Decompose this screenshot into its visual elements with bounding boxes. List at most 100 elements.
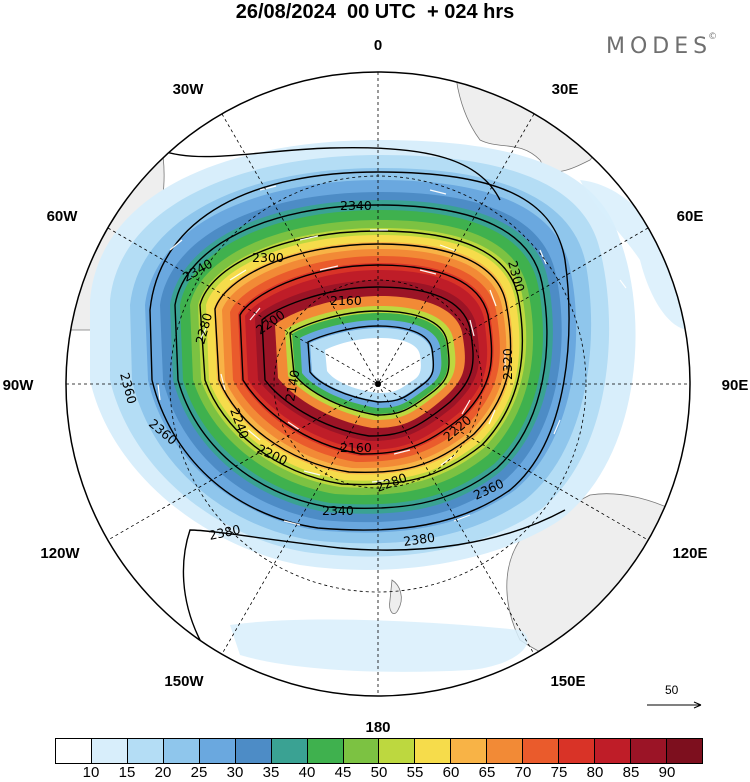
contour-label: 2380: [402, 530, 436, 549]
colorbar-label: 40: [298, 764, 316, 781]
contour-2140: [307, 325, 435, 403]
copyright-mark: ©: [708, 32, 718, 42]
wind-arrow: [619, 279, 627, 289]
wind-arrow: [169, 239, 183, 251]
longitude-labels: 0 30E 60E 90E 120E 150E 180 150W 120W 90…: [3, 37, 749, 736]
wind-arrow: [299, 235, 319, 241]
contour-label: 2340: [322, 503, 354, 518]
lon-label-60w: 60W: [47, 208, 79, 225]
colorbar-swatch: [271, 739, 308, 763]
colorbar-label: 25: [190, 764, 208, 781]
wind-arrow: [287, 421, 301, 431]
colorbar-labels: 10 15 20 25 30 35 40 45 50 55 60 65 70 75 80 85 90: [55, 764, 703, 782]
colorbar-swatch: [91, 739, 128, 763]
lon-label-150w: 150W: [164, 673, 204, 690]
lon-label-120e: 120E: [672, 545, 707, 562]
meridian-30e-150w: [221, 113, 535, 655]
colorbar-label: 30: [226, 764, 244, 781]
contour-2360: [149, 171, 570, 531]
colorbar-label: 85: [622, 764, 640, 781]
contour-2200: [261, 286, 474, 437]
contour-label: 2380: [208, 522, 242, 543]
colorbar-label: 75: [550, 764, 568, 781]
wind-arrow: [249, 307, 261, 321]
shade-patch-south: [230, 619, 528, 672]
contour-label: 2160: [340, 440, 372, 455]
reference-vector: 50: [645, 683, 707, 715]
colorbar-swatch: [56, 739, 92, 763]
colorbar-swatch: [199, 739, 236, 763]
wind-arrow: [229, 269, 247, 281]
colorbar-swatch: [127, 739, 164, 763]
contour-label: 2160: [330, 293, 362, 308]
contour-2300: [199, 230, 524, 486]
wind-arrow: [303, 470, 321, 476]
new-zealand-land: [389, 579, 402, 614]
meridian-60w-120e: [107, 227, 649, 541]
colorbar-label: 50: [370, 764, 388, 781]
colorbar-swatch: [487, 739, 524, 763]
wind-arrow: [220, 373, 226, 391]
wind-arrow: [419, 269, 437, 275]
wind-arrow: [488, 409, 496, 425]
lon-label-180: 180: [365, 719, 390, 736]
wind-arrow: [429, 189, 447, 195]
wind-arrow: [371, 479, 391, 483]
lon-label-150e: 150E: [550, 673, 585, 690]
colorbar-swatch: [595, 739, 631, 763]
lon-label-120w: 120W: [40, 545, 80, 562]
colorbar-swatch: [163, 739, 200, 763]
wind-arrow: [539, 249, 547, 265]
wind-arrow: [393, 449, 411, 455]
contour-2340: [174, 204, 548, 510]
reference-arrow-icon: [647, 701, 702, 709]
colorbar-swatch: [379, 739, 416, 763]
colorbar-label: 55: [406, 764, 424, 781]
contour-2240: [239, 264, 493, 455]
wind-vectors: [157, 185, 643, 641]
colorbar-swatch: [523, 739, 560, 763]
wind-arrow: [247, 429, 261, 441]
wind-arrow: [439, 244, 457, 252]
lon-label-90w: 90W: [3, 377, 35, 394]
geopotential-contours: [149, 146, 570, 696]
wind-arrow: [553, 419, 561, 435]
colorbar-swatch: [415, 739, 452, 763]
wind-arrow: [157, 383, 161, 401]
outer-shading-patches: [230, 180, 690, 672]
colorbar: [55, 738, 703, 764]
colorbar-label: 65: [478, 764, 496, 781]
colorbar-label: 60: [442, 764, 460, 781]
colorbar-swatch: [631, 739, 667, 763]
reference-vector-label: 50: [665, 683, 679, 697]
contour-label: 2320: [500, 348, 515, 380]
colorbar-label: 70: [514, 764, 532, 781]
lon-label-0: 0: [374, 37, 382, 54]
colorbar-label: 90: [658, 764, 676, 781]
wind-arrow: [489, 289, 497, 307]
wind-arrow: [461, 399, 471, 415]
colorbar-swatch: [307, 739, 344, 763]
brand-name: MODES: [606, 34, 713, 59]
wind-arrow: [469, 319, 475, 337]
colorbar-swatch: [666, 739, 702, 763]
contour-label: 2300: [252, 250, 284, 265]
colorbar-swatch: [235, 739, 272, 763]
colorbar-label: 45: [334, 764, 352, 781]
wind-arrow: [319, 265, 339, 271]
colorbar-label: 10: [82, 764, 100, 781]
colorbar-swatch: [343, 739, 380, 763]
contour-2160: [289, 310, 450, 416]
wind-arrow: [283, 520, 301, 526]
wind-arrow: [259, 185, 277, 191]
lon-label-30w: 30W: [173, 81, 205, 98]
colorbar-label: 15: [118, 764, 136, 781]
map-boundary: [65, 71, 691, 697]
colorbar-label: 80: [586, 764, 604, 781]
colorbar-label: 20: [154, 764, 172, 781]
map-title: 26/08/2024 00 UTC + 024 hrs: [235, 1, 515, 23]
shade-band-core: [325, 338, 421, 393]
lon-label-60e: 60E: [677, 208, 704, 225]
contour-label: 2340: [340, 198, 372, 213]
wind-arrow: [639, 319, 643, 331]
